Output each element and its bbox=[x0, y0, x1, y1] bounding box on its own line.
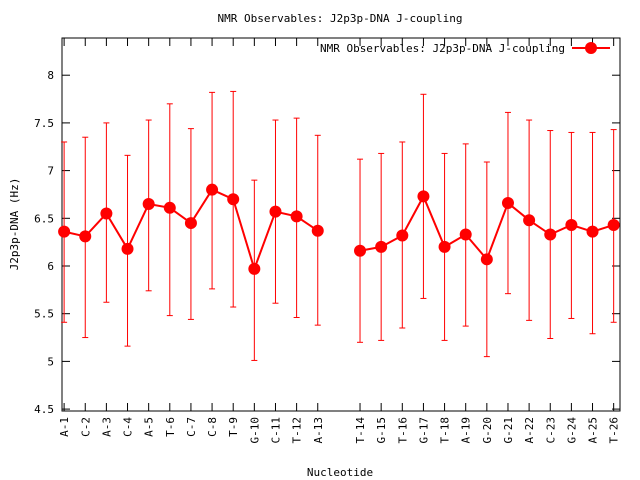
data-point bbox=[607, 218, 620, 231]
x-tick-label: T-12 bbox=[291, 417, 304, 444]
chart-title: NMR Observables: J2p3p-DNA J-coupling bbox=[217, 12, 462, 25]
data-point bbox=[354, 244, 367, 257]
x-tick-label: T-26 bbox=[608, 417, 621, 444]
data-point bbox=[79, 230, 92, 243]
data-point bbox=[523, 214, 536, 227]
data-point bbox=[58, 225, 71, 238]
data-point bbox=[417, 190, 430, 203]
x-axis-label: Nucleotide bbox=[307, 466, 373, 479]
x-tick-label: A-3 bbox=[100, 417, 113, 437]
data-point bbox=[586, 225, 599, 238]
plot-frame bbox=[61, 37, 621, 412]
y-tick-label: 6.5 bbox=[34, 212, 54, 225]
data-point bbox=[480, 253, 493, 266]
x-tick-label: G-15 bbox=[375, 417, 388, 444]
y-tick-label: 8 bbox=[47, 69, 54, 82]
data-point bbox=[565, 218, 578, 231]
data-point bbox=[438, 240, 451, 253]
x-tick-label: T-6 bbox=[164, 417, 177, 437]
data-point bbox=[501, 197, 514, 210]
x-tick-label: C-4 bbox=[122, 417, 135, 437]
y-tick-label: 7 bbox=[47, 165, 54, 178]
x-tick-label: C-2 bbox=[79, 417, 92, 437]
x-tick-label: T-18 bbox=[439, 417, 452, 444]
y-tick-label: 7.5 bbox=[34, 117, 54, 130]
data-point bbox=[459, 228, 472, 241]
x-tick-label: A-1 bbox=[58, 417, 71, 437]
data-point bbox=[396, 229, 409, 242]
data-point bbox=[227, 193, 240, 206]
y-axis-label: J2p3p-DNA (Hz) bbox=[8, 178, 21, 271]
data-point bbox=[290, 210, 303, 223]
data-point bbox=[311, 224, 324, 237]
data-point bbox=[544, 228, 557, 241]
x-tick-label: C-7 bbox=[185, 417, 198, 437]
legend: NMR Observables: J2p3p-DNA J-coupling bbox=[320, 42, 610, 55]
y-tick-label: 5 bbox=[47, 355, 54, 368]
data-point bbox=[375, 240, 388, 253]
x-tick-label: C-8 bbox=[206, 417, 219, 437]
x-tick-label: G-20 bbox=[481, 417, 494, 444]
data-point bbox=[206, 183, 219, 196]
y-tick-label: 6 bbox=[47, 260, 54, 273]
x-tick-label: C-23 bbox=[544, 417, 557, 444]
data-point bbox=[269, 205, 282, 218]
y-tick-label: 4.5 bbox=[34, 403, 54, 416]
data-point bbox=[248, 262, 261, 275]
data-point bbox=[163, 201, 176, 214]
x-tick-label: T-14 bbox=[354, 417, 367, 444]
x-tick-label: A-5 bbox=[143, 417, 156, 437]
x-tick-label: T-16 bbox=[396, 417, 409, 444]
legend-label: NMR Observables: J2p3p-DNA J-coupling bbox=[320, 42, 565, 55]
x-tick-label: G-21 bbox=[502, 417, 515, 444]
x-tick-label: A-19 bbox=[460, 417, 473, 444]
x-tick-label: A-13 bbox=[312, 417, 325, 444]
x-tick-label: G-17 bbox=[417, 417, 430, 444]
x-tick-label: C-11 bbox=[269, 417, 282, 444]
data-point bbox=[100, 207, 113, 220]
x-tick-label: A-25 bbox=[587, 417, 600, 444]
y-tick-label: 5.5 bbox=[34, 308, 54, 321]
legend-marker bbox=[585, 42, 597, 54]
data-point bbox=[121, 242, 134, 255]
data-point bbox=[142, 197, 155, 210]
x-tick-label: G-10 bbox=[248, 417, 261, 444]
x-tick-label: G-24 bbox=[565, 417, 578, 444]
x-tick-label: T-9 bbox=[227, 417, 240, 437]
x-tick-label: A-22 bbox=[523, 417, 536, 444]
data-point bbox=[184, 217, 197, 230]
